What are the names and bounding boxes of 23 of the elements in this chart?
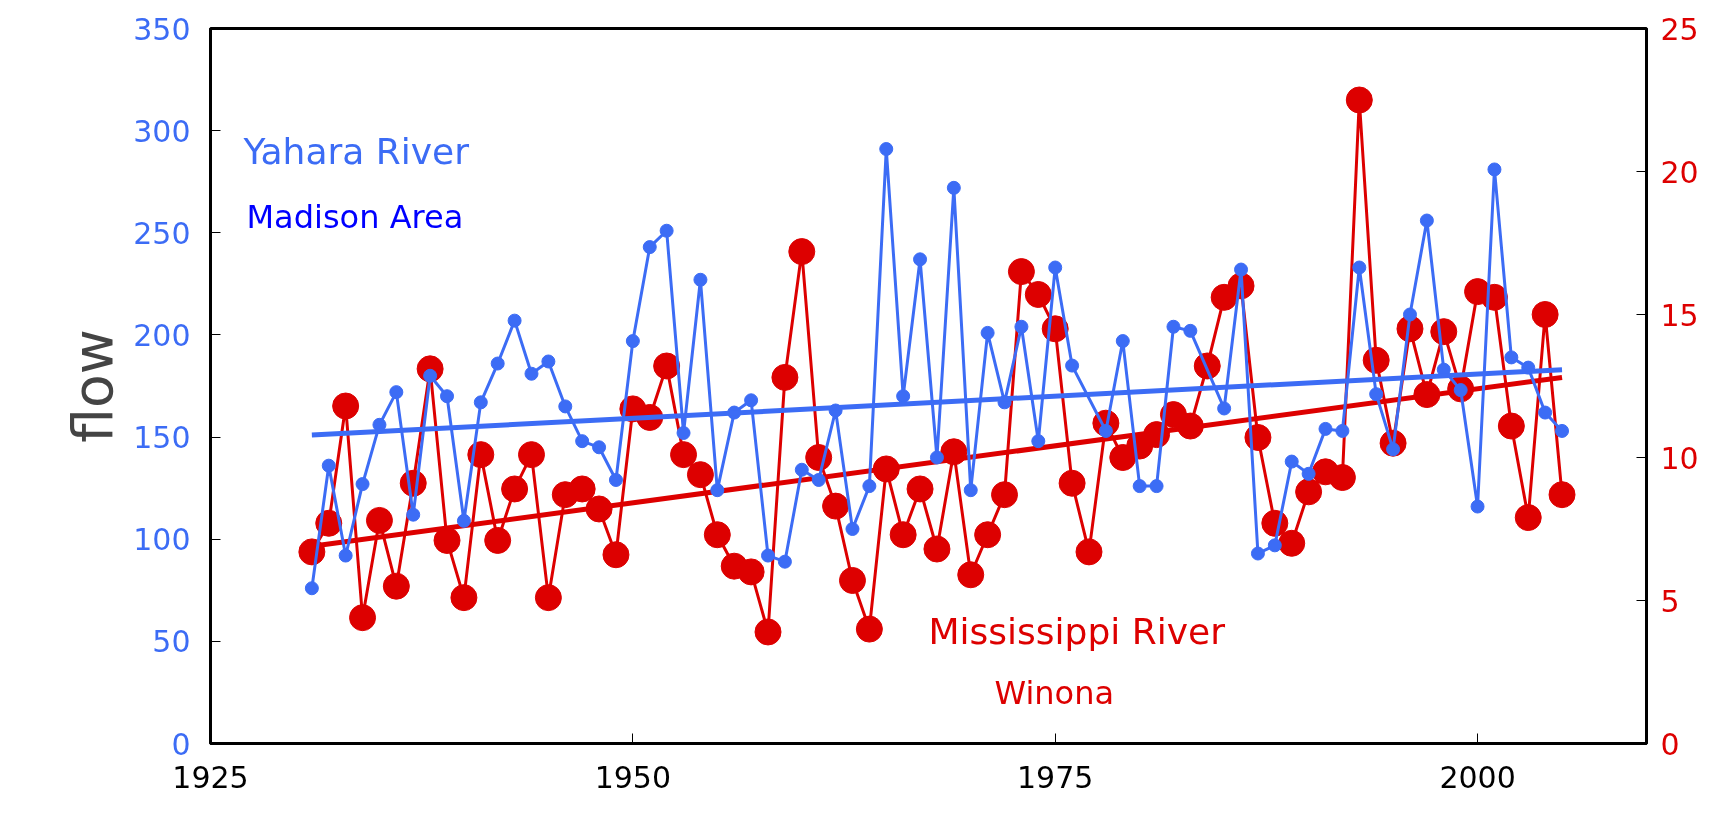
- y2-tick-label: 25: [1660, 11, 1699, 47]
- y2-tick-label: 10: [1660, 440, 1699, 476]
- x-tick-label: 1975: [1017, 759, 1094, 795]
- annotation: Madison Area: [246, 197, 464, 236]
- y-axis-title: flow: [61, 329, 126, 443]
- y-tick-label: 0: [171, 726, 191, 762]
- x-tick-label: 1925: [172, 759, 249, 795]
- x-tick-label: 1950: [594, 759, 672, 795]
- y-tick-label: 100: [133, 522, 191, 558]
- x-tick-label: 2000: [1439, 759, 1516, 795]
- series-label: Mississippi River: [928, 610, 1226, 652]
- y2-tick-label: 20: [1660, 154, 1699, 190]
- y-tick-label: 50: [152, 624, 191, 660]
- y-tick-label: 350: [133, 11, 191, 47]
- y2-tick-label: 15: [1660, 297, 1699, 333]
- text: Yahara River: [242, 130, 470, 172]
- y-tick-label: 200: [133, 317, 191, 353]
- y-tick-label: 150: [133, 420, 191, 456]
- y-tick-label: 300: [133, 113, 191, 149]
- annotation: Winona: [994, 673, 1115, 712]
- y2-tick-label: 5: [1660, 583, 1680, 619]
- y2-tick-label: 0: [1660, 726, 1680, 762]
- y-tick-label: 250: [133, 215, 191, 251]
